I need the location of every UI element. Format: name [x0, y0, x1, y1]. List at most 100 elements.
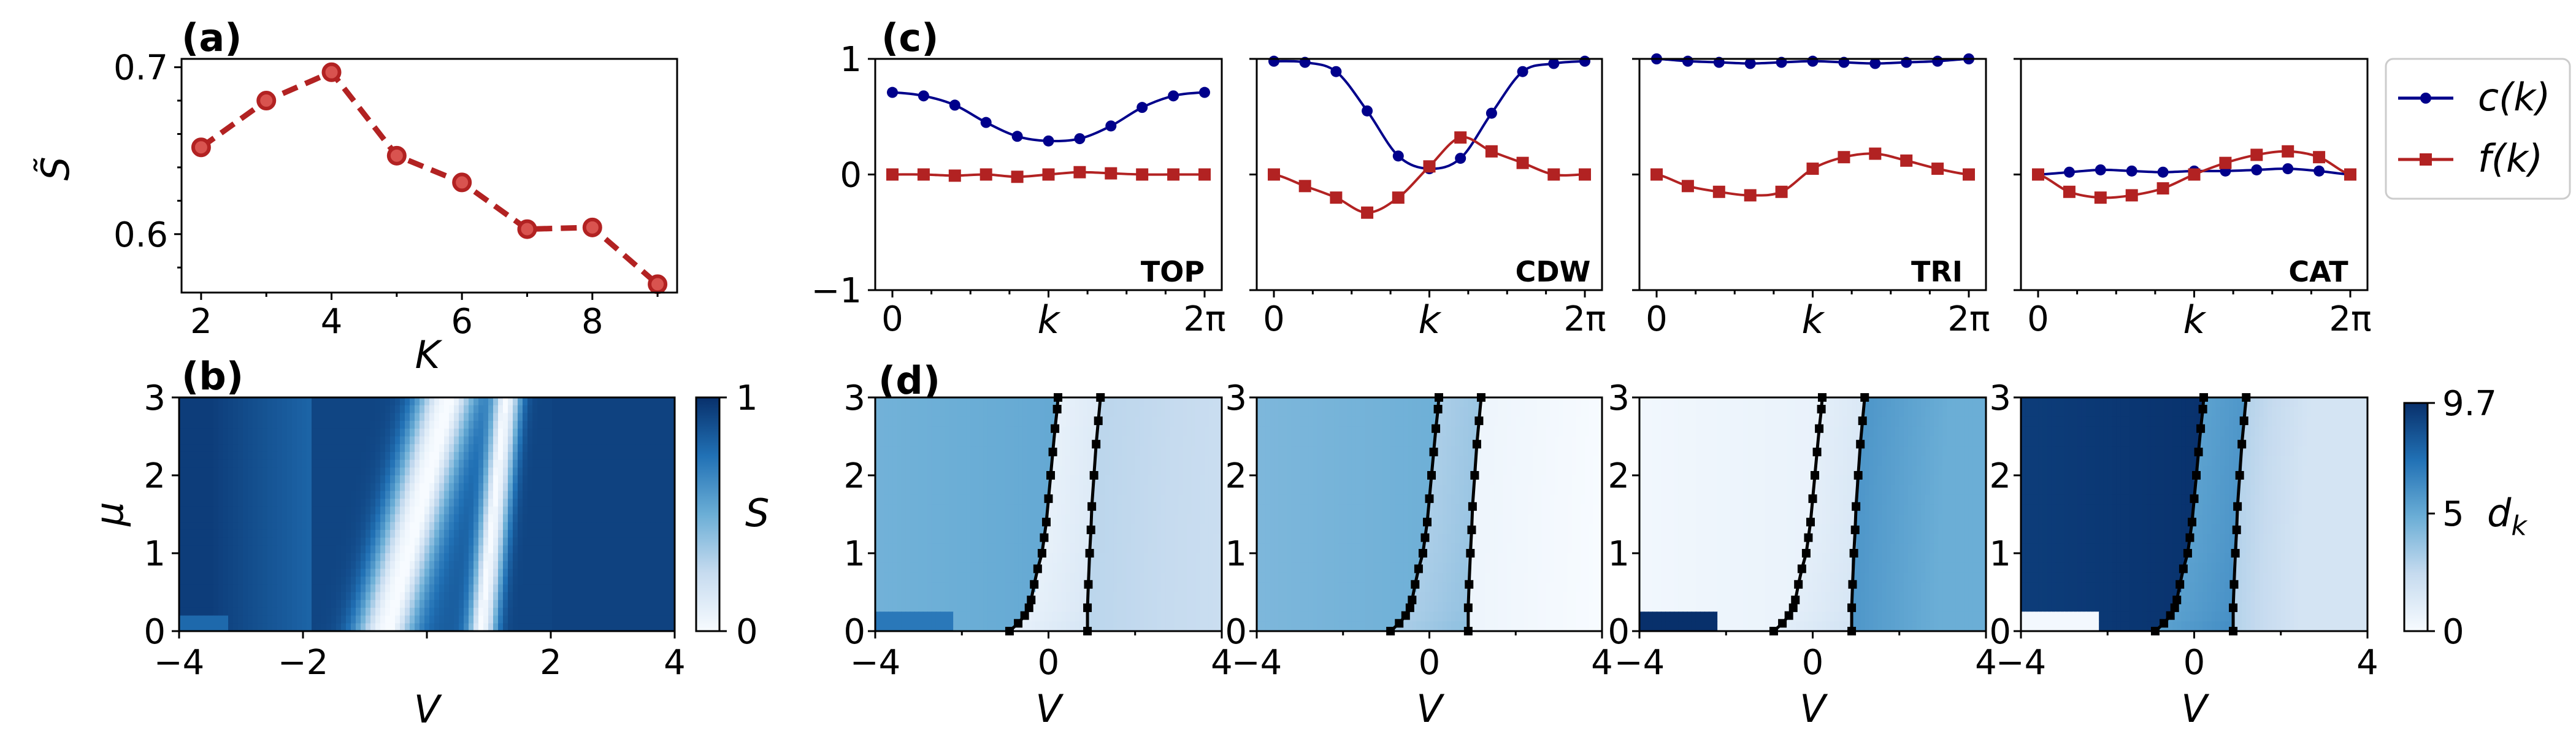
- panel-b-cell: [263, 561, 268, 570]
- panel-b-cell: [287, 451, 293, 461]
- panel-b-cell: [233, 444, 239, 453]
- panel-d-cell: [905, 534, 911, 544]
- panel-d-cell: [953, 446, 958, 457]
- panel-d-cell: [979, 553, 984, 564]
- panel-b-cell: [341, 569, 347, 577]
- panel-d-cell: [1122, 485, 1127, 496]
- panel-b-cell: [635, 421, 641, 429]
- panel-b-cell: [336, 421, 342, 429]
- panel-d-cell: [1009, 416, 1014, 427]
- panel-b-cell: [454, 537, 459, 546]
- panel-d-cell: [945, 572, 949, 583]
- panel-d-cell: [927, 504, 932, 515]
- panel-d-cell: [957, 602, 963, 613]
- panel-b-cell: [380, 499, 386, 507]
- panel-d-cell: [1178, 494, 1184, 505]
- panel-b-cell: [645, 561, 651, 570]
- panel-b-cell: [439, 569, 445, 577]
- panel-b-cell: [616, 444, 621, 453]
- panel-d-cell: [1148, 456, 1153, 466]
- panel-d-cell: [1204, 416, 1209, 427]
- panel-b-cell: [635, 553, 641, 562]
- panel-b-cell: [591, 397, 597, 406]
- panel-d-cell: [1191, 572, 1197, 583]
- panel-b-cell: [420, 522, 425, 531]
- panel-b-cell: [459, 499, 464, 507]
- panel-b-cell: [508, 592, 513, 600]
- panel-b-cell: [179, 397, 185, 406]
- panel-b-cell: [209, 506, 214, 515]
- panel-d-cell: [1074, 534, 1079, 544]
- panel-b-cell: [385, 451, 391, 461]
- panel-d-cell: [880, 534, 884, 544]
- panel-b-cell: [557, 467, 562, 476]
- panel-b-cell: [434, 491, 440, 499]
- panel-d-cell: [1148, 494, 1153, 505]
- panel-b-cell: [341, 545, 347, 554]
- panel-b-cell: [601, 522, 607, 531]
- panel-b-cell: [572, 475, 577, 484]
- panel-d-cell: [931, 397, 937, 408]
- panel-d-cell: [949, 504, 954, 515]
- panel-b-cell: [552, 545, 558, 554]
- panel-b-cell: [321, 428, 327, 437]
- panel-b-cell: [439, 553, 445, 562]
- panel-b-cell: [400, 421, 405, 429]
- panel-b-cell: [233, 475, 239, 484]
- panel-b-cell: [478, 428, 484, 437]
- panel-b-cell: [454, 491, 459, 499]
- panel-b-cell: [503, 413, 508, 421]
- panel-d-cell: [1195, 543, 1201, 554]
- panel-d-cell: [1065, 475, 1071, 486]
- panel-b-cell: [660, 537, 665, 546]
- panel-b-cell: [312, 569, 317, 577]
- panel-b-cell: [469, 600, 474, 608]
- panel-b-cell: [223, 522, 229, 531]
- panel-d-cell: [1195, 504, 1201, 515]
- panel-d-cell: [901, 407, 907, 418]
- panel-b-cell: [223, 584, 229, 593]
- panel-d-cell: [897, 426, 902, 437]
- panel-a-point: [452, 172, 472, 193]
- panel-b-cell: [297, 444, 302, 453]
- panel-b-cell: [552, 577, 558, 585]
- panel-d-cell: [1105, 524, 1110, 535]
- panel-b-cell: [591, 413, 597, 421]
- panel-b-cell: [282, 467, 288, 476]
- panel-d-cell: [1052, 494, 1058, 505]
- panel-d-cell: [1109, 572, 1114, 583]
- panel-d-cell: [1018, 592, 1023, 603]
- panel-b-cell: [473, 592, 479, 600]
- panel-b-cell: [650, 413, 656, 421]
- panel-b-cell: [351, 514, 356, 523]
- panel-b-cell: [351, 615, 356, 624]
- panel-b-cell: [415, 459, 420, 469]
- panel-b-cell: [586, 577, 592, 585]
- panel-d-cell: [992, 456, 997, 466]
- panel-d-cell: [975, 543, 980, 554]
- panel-b-cell: [660, 592, 665, 600]
- panel-b-cell: [621, 451, 626, 461]
- panel-d-cell: [1022, 436, 1027, 447]
- panel-b-colorbar-label: S: [745, 491, 769, 535]
- panel-d-cell: [897, 524, 902, 535]
- panel-d-cell: [927, 524, 932, 535]
- panel-b-cell: [361, 600, 366, 608]
- panel-d-cell: [1165, 562, 1171, 573]
- panel-b-cell: [640, 607, 646, 616]
- panel-b-cell: [316, 475, 322, 484]
- panel-d-cell: [945, 426, 949, 437]
- panel-b-cell: [370, 537, 376, 546]
- panel-b-cell: [326, 483, 332, 492]
- panel-d-cell: [880, 524, 884, 535]
- panel-b-cell: [532, 459, 538, 469]
- panel-b-cell: [238, 607, 243, 616]
- panel-d-cell: [897, 514, 902, 525]
- panel-b-cell: [478, 459, 484, 469]
- panel-b-cell: [444, 561, 450, 570]
- panel-b-cell: [493, 397, 499, 406]
- panel-b-cell: [248, 444, 253, 453]
- panel-d-cell: [1117, 446, 1123, 457]
- panel-b-cell: [194, 451, 199, 461]
- panel-b-cell: [395, 607, 401, 616]
